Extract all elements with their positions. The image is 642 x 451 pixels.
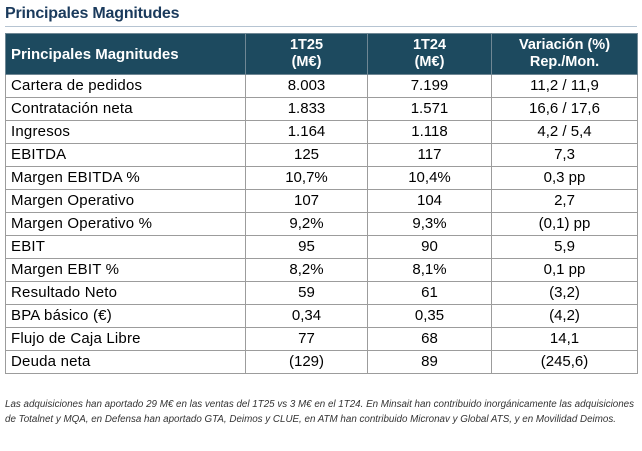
row-value-1t25: 1.164	[245, 120, 368, 144]
table-row: BPA básico (€) 0,34 0,35 (4,2)	[5, 304, 638, 328]
row-value-1t24: 10,4%	[367, 166, 492, 190]
row-value-1t25: (129)	[245, 350, 368, 374]
table-row: Margen Operativo 107 104 2,7	[5, 189, 638, 213]
header-1t25-unit: (M€)	[291, 54, 322, 70]
row-variation: 0,1 pp	[491, 258, 638, 282]
row-value-1t25: 95	[245, 235, 368, 259]
row-label: Ingresos	[5, 120, 246, 144]
table-row: EBIT 95 90 5,9	[5, 235, 638, 259]
table-row: Resultado Neto 59 61 (3,2)	[5, 281, 638, 305]
table-row: Deuda neta (129) 89 (245,6)	[5, 350, 638, 374]
row-value-1t25: 1.833	[245, 97, 368, 121]
row-value-1t25: 59	[245, 281, 368, 305]
row-label: Margen EBITDA %	[5, 166, 246, 190]
row-label: BPA básico (€)	[5, 304, 246, 328]
row-variation: (245,6)	[491, 350, 638, 374]
row-value-1t24: 8,1%	[367, 258, 492, 282]
table-row: Cartera de pedidos 8.003 7.199 11,2 / 11,9	[5, 74, 638, 98]
header-variacion-sub: Rep./Mon.	[529, 54, 600, 70]
row-label: Margen Operativo	[5, 189, 246, 213]
row-value-1t25: 0,34	[245, 304, 368, 328]
page-title: Principales Magnitudes	[5, 5, 180, 22]
row-value-1t25: 107	[245, 189, 368, 213]
row-value-1t24: 1.571	[367, 97, 492, 121]
row-variation: (3,2)	[491, 281, 638, 305]
row-value-1t24: 61	[367, 281, 492, 305]
row-label: Cartera de pedidos	[5, 74, 246, 98]
table-header-row: Principales Magnitudes 1T25 (M€) 1T24 (M…	[5, 33, 638, 75]
table-body: Cartera de pedidos 8.003 7.199 11,2 / 11,9 C…	[5, 74, 638, 374]
row-label: Resultado Neto	[5, 281, 246, 305]
row-value-1t25: 9,2%	[245, 212, 368, 236]
row-variation: 0,3 pp	[491, 166, 638, 190]
row-variation: (4,2)	[491, 304, 638, 328]
row-value-1t25: 10,7%	[245, 166, 368, 190]
row-value-1t24: 117	[367, 143, 492, 167]
row-value-1t24: 68	[367, 327, 492, 351]
table-row: Flujo de Caja Libre 77 68 14,1	[5, 327, 638, 351]
row-variation: 14,1	[491, 327, 638, 351]
row-variation: 2,7	[491, 189, 638, 213]
header-1t25-period: 1T25	[289, 37, 324, 53]
row-label: Contratación neta	[5, 97, 246, 121]
row-variation: 5,9	[491, 235, 638, 259]
row-label: Flujo de Caja Libre	[5, 327, 246, 351]
row-label: Margen Operativo %	[5, 212, 246, 236]
header-1t25: 1T25 (M€)	[245, 33, 368, 75]
row-value-1t24: 0,35	[367, 304, 492, 328]
row-value-1t25: 77	[245, 327, 368, 351]
header-1t24: 1T24 (M€)	[367, 33, 492, 75]
header-variacion-title: Variación (%)	[518, 37, 611, 53]
table-row: EBITDA 125 117 7,3	[5, 143, 638, 167]
row-value-1t24: 90	[367, 235, 492, 259]
magnitudes-table: Principales Magnitudes 1T25 (M€) 1T24 (M…	[5, 33, 638, 374]
table-row: Contratación neta 1.833 1.571 16,6 / 17,6	[5, 97, 638, 121]
header-magnitudes: Principales Magnitudes	[5, 33, 246, 75]
row-value-1t24: 7.199	[367, 74, 492, 98]
header-1t24-unit: (M€)	[414, 54, 445, 70]
row-value-1t24: 9,3%	[367, 212, 492, 236]
row-value-1t24: 104	[367, 189, 492, 213]
row-label: Deuda neta	[5, 350, 246, 374]
table-row: Margen EBIT % 8,2% 8,1% 0,1 pp	[5, 258, 638, 282]
row-value-1t24: 89	[367, 350, 492, 374]
row-value-1t25: 8,2%	[245, 258, 368, 282]
row-variation: (0,1) pp	[491, 212, 638, 236]
row-label: EBITDA	[5, 143, 246, 167]
header-variacion: Variación (%) Rep./Mon.	[491, 33, 638, 75]
row-value-1t25: 8.003	[245, 74, 368, 98]
footnote: Las adquisiciones han aportado 29 M€ en …	[5, 399, 635, 425]
table-row: Margen Operativo % 9,2% 9,3% (0,1) pp	[5, 212, 638, 236]
row-value-1t25: 125	[245, 143, 368, 167]
row-value-1t24: 1.118	[367, 120, 492, 144]
row-variation: 4,2 / 5,4	[491, 120, 638, 144]
row-label: EBIT	[5, 235, 246, 259]
row-variation: 7,3	[491, 143, 638, 167]
title-divider	[5, 26, 637, 27]
table-row: Margen EBITDA % 10,7% 10,4% 0,3 pp	[5, 166, 638, 190]
row-label: Margen EBIT %	[5, 258, 246, 282]
row-variation: 11,2 / 11,9	[491, 74, 638, 98]
table-row: Ingresos 1.164 1.118 4,2 / 5,4	[5, 120, 638, 144]
row-variation: 16,6 / 17,6	[491, 97, 638, 121]
header-1t24-period: 1T24	[412, 37, 447, 53]
